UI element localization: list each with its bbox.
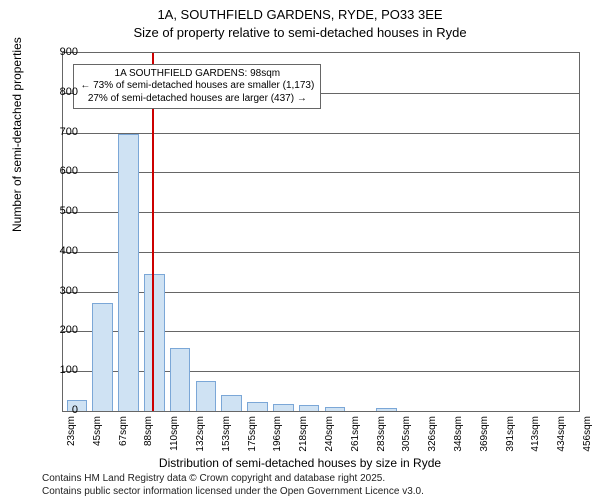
x-tick-label: 283sqm <box>376 416 387 452</box>
x-axis-label: Distribution of semi-detached houses by … <box>0 456 600 470</box>
y-gridline <box>63 371 579 372</box>
histogram-bar <box>170 348 191 411</box>
histogram-bar <box>376 408 397 411</box>
x-tick-label: 132sqm <box>195 416 206 452</box>
title-line-1: 1A, SOUTHFIELD GARDENS, RYDE, PO33 3EE <box>0 6 600 24</box>
footer-line-1: Contains HM Land Registry data © Crown c… <box>42 473 424 486</box>
x-tick-label: 110sqm <box>169 416 180 451</box>
y-gridline <box>63 252 579 253</box>
histogram-bar <box>299 405 320 411</box>
histogram-bar <box>118 134 139 411</box>
x-tick-label: 240sqm <box>324 416 335 452</box>
x-tick-label: 88sqm <box>143 416 154 446</box>
histogram-bar <box>196 381 217 411</box>
x-tick-label: 391sqm <box>505 416 516 452</box>
info-box-line: ← 73% of semi-detached houses are smalle… <box>80 80 314 93</box>
x-tick-label: 23sqm <box>66 416 77 446</box>
x-tick-label: 45sqm <box>92 416 103 446</box>
chart-title: 1A, SOUTHFIELD GARDENS, RYDE, PO33 3EE S… <box>0 0 600 41</box>
y-axis-label: Number of semi-detached properties <box>10 37 24 232</box>
x-tick-label: 348sqm <box>453 416 464 452</box>
y-gridline <box>63 331 579 332</box>
y-tick-label: 400 <box>48 245 78 257</box>
info-box-line: 1A SOUTHFIELD GARDENS: 98sqm <box>80 68 314 81</box>
info-box: 1A SOUTHFIELD GARDENS: 98sqm← 73% of sem… <box>73 64 321 110</box>
y-tick-label: 300 <box>48 285 78 297</box>
footer-line-2: Contains public sector information licen… <box>42 486 424 499</box>
y-tick-label: 500 <box>48 205 78 217</box>
x-tick-label: 413sqm <box>530 416 541 452</box>
x-tick-label: 67sqm <box>118 416 129 446</box>
info-box-line: 27% of semi-detached houses are larger (… <box>80 93 314 106</box>
footer-attribution: Contains HM Land Registry data © Crown c… <box>42 473 424 498</box>
x-tick-label: 175sqm <box>247 416 258 452</box>
x-tick-label: 456sqm <box>582 416 593 452</box>
x-tick-label: 153sqm <box>221 416 232 452</box>
y-gridline <box>63 172 579 173</box>
y-tick-label: 900 <box>48 46 78 58</box>
histogram-bar <box>247 402 268 411</box>
y-tick-label: 700 <box>48 126 78 138</box>
histogram-bar <box>325 407 346 411</box>
y-tick-label: 800 <box>48 86 78 98</box>
x-tick-label: 369sqm <box>479 416 490 452</box>
y-tick-label: 600 <box>48 165 78 177</box>
x-tick-label: 434sqm <box>556 416 567 452</box>
x-tick-label: 305sqm <box>401 416 412 452</box>
y-gridline <box>63 292 579 293</box>
y-tick-label: 200 <box>48 324 78 336</box>
histogram-bar <box>92 303 113 411</box>
y-tick-label: 100 <box>48 364 78 376</box>
x-tick-label: 196sqm <box>272 416 283 452</box>
x-tick-label: 218sqm <box>298 416 309 452</box>
title-line-2: Size of property relative to semi-detach… <box>0 24 600 42</box>
histogram-bar <box>273 404 294 411</box>
y-gridline <box>63 133 579 134</box>
plot-area: 1A SOUTHFIELD GARDENS: 98sqm← 73% of sem… <box>62 52 580 412</box>
histogram-bar <box>221 395 242 411</box>
x-tick-label: 326sqm <box>427 416 438 452</box>
chart-container: 1A, SOUTHFIELD GARDENS, RYDE, PO33 3EE S… <box>0 0 600 500</box>
y-gridline <box>63 212 579 213</box>
y-tick-label: 0 <box>48 404 78 416</box>
x-tick-label: 261sqm <box>350 416 361 452</box>
